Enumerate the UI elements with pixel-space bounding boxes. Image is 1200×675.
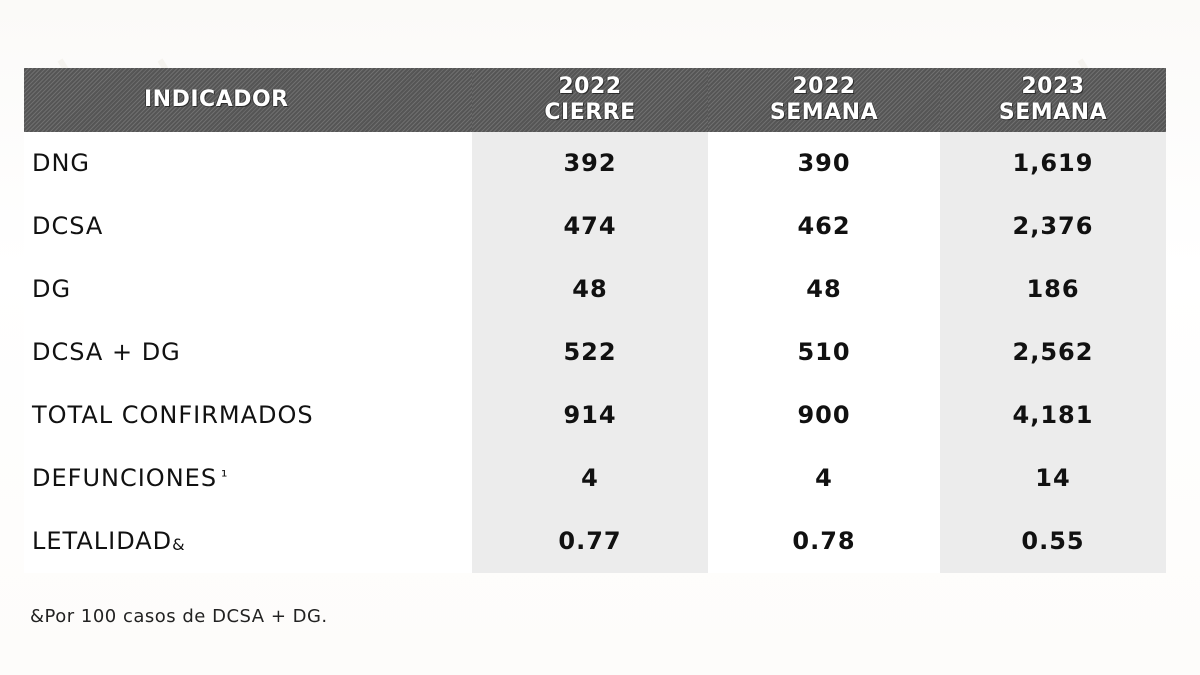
table-row: DG 48 48 186 [24,257,1166,320]
indicators-table: INDICADOR 2022 CIERRE 2022 SEMANA 2023 S… [24,68,1166,573]
cell-2022-semana: 0.78 [708,509,940,573]
row-label-dcsa-dg: DCSA + DG [24,320,472,383]
row-label-dcsa: DCSA [24,194,472,257]
cell-2022-cierre: 392 [472,132,708,194]
header-label: CIERRE [544,100,636,125]
cell-2022-semana: 462 [708,194,940,257]
cell-2022-semana: 900 [708,383,940,446]
cell-2022-cierre: 0.77 [472,509,708,573]
row-label-letalidad: LETALIDAD& [24,509,472,573]
cell-2023-semana: 186 [940,257,1166,320]
footnote: &Por 100 casos de DCSA + DG. [30,606,328,627]
row-label-text: DEFUNCIONES [32,463,218,492]
header-2022-cierre: 2022 CIERRE [472,68,708,132]
cell-2023-semana: 14 [940,446,1166,509]
cell-2023-semana: 0.55 [940,509,1166,573]
header-year: 2022 [792,74,856,99]
header-year: 2022 [558,74,622,99]
cell-2023-semana: 1,619 [940,132,1166,194]
cell-2022-semana: 510 [708,320,940,383]
header-label: SEMANA [769,100,879,125]
table-row: DCSA 474 462 2,376 [24,194,1166,257]
cell-2022-cierre: 914 [472,383,708,446]
cell-2022-cierre: 4 [472,446,708,509]
row-label-defunciones: DEFUNCIONES ¹ [24,446,472,509]
row-label-text: LETALIDAD [32,527,173,555]
cell-2022-cierre: 48 [472,257,708,320]
header-indicador: INDICADOR [24,68,472,132]
table-row: LETALIDAD& 0.77 0.78 0.55 [24,509,1166,573]
indicators-table-container: INDICADOR 2022 CIERRE 2022 SEMANA 2023 S… [24,68,1166,573]
cell-2023-semana: 4,181 [940,383,1166,446]
table-row: DNG 392 390 1,619 [24,132,1166,194]
cell-2022-semana: 390 [708,132,940,194]
header-label: SEMANA [998,100,1108,125]
table-row: TOTAL CONFIRMADOS 914 900 4,181 [24,383,1166,446]
header-2023-semana: 2023 SEMANA [940,68,1166,132]
cell-2022-semana: 48 [708,257,940,320]
header-2022-semana: 2022 SEMANA [708,68,940,132]
footnote-mark: & [172,535,186,554]
row-label-total-confirmados: TOTAL CONFIRMADOS [24,383,472,446]
row-label-dng: DNG [24,132,472,194]
cell-2023-semana: 2,376 [940,194,1166,257]
table-row: DCSA + DG 522 510 2,562 [24,320,1166,383]
footnote-mark: ¹ [221,466,229,486]
header-year: 2023 [1021,74,1085,99]
table-header-row: INDICADOR 2022 CIERRE 2022 SEMANA 2023 S… [24,68,1166,132]
cell-2022-semana: 4 [708,446,940,509]
row-label-dg: DG [24,257,472,320]
cell-2022-cierre: 474 [472,194,708,257]
table-row: DEFUNCIONES ¹ 4 4 14 [24,446,1166,509]
cell-2022-cierre: 522 [472,320,708,383]
cell-2023-semana: 2,562 [940,320,1166,383]
